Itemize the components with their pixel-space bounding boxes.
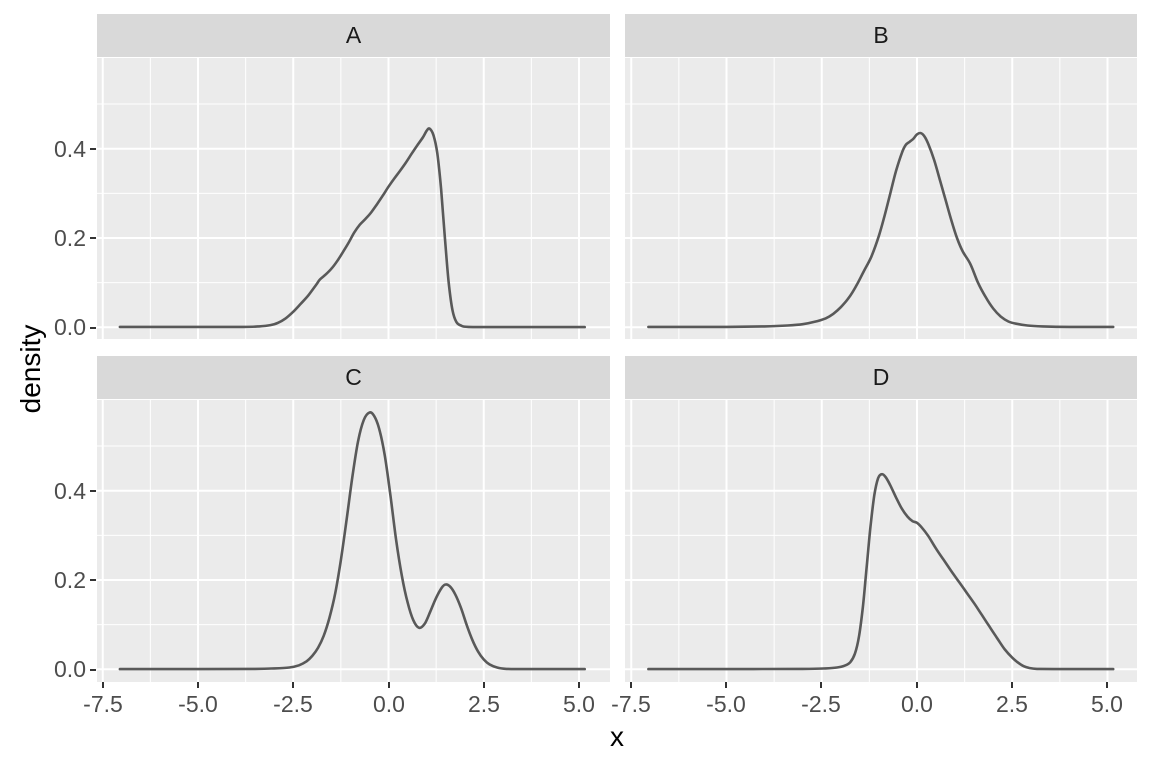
y-tick-label: 0.4 [54, 136, 86, 162]
y-tick-mark [90, 669, 96, 671]
facet-strip-a: A [97, 14, 610, 57]
y-tick-label: 0.2 [54, 567, 86, 593]
x-tick-mark [725, 682, 727, 688]
density-curve [647, 131, 1115, 329]
x-tick-mark [102, 682, 104, 688]
y-tick-mark [90, 148, 96, 150]
density-curve [118, 411, 586, 671]
panel-d [625, 400, 1137, 682]
y-tick-label: 0.0 [54, 314, 86, 340]
x-tick-mark [292, 682, 294, 688]
y-tick-mark [90, 579, 96, 581]
density-curve [647, 472, 1115, 671]
panel-c [97, 400, 610, 682]
x-tick-mark [388, 682, 390, 688]
y-tick-mark [90, 237, 96, 239]
x-tick-label: 0.0 [373, 691, 405, 717]
x-tick-label: 2.5 [996, 691, 1028, 717]
y-tick-mark [90, 490, 96, 492]
x-tick-mark [1011, 682, 1013, 688]
density-plot-b [625, 58, 1137, 339]
x-tick-label: 5.0 [1091, 691, 1123, 717]
facet-label-d: D [872, 364, 890, 390]
y-axis-title: density [15, 324, 46, 414]
x-axis-title: x [610, 721, 624, 752]
facet-label-a: A [345, 22, 362, 48]
x-tick-mark [630, 682, 632, 688]
x-tick-label: -7.5 [611, 691, 651, 717]
y-tick-label: 0.2 [54, 225, 86, 251]
y-tick-mark [90, 327, 96, 329]
density-curve [118, 127, 586, 329]
facet-label-b: B [873, 22, 889, 48]
x-tick-label: -2.5 [801, 691, 841, 717]
x-tick-label: -5.0 [178, 691, 218, 717]
facet-strip-d: D [625, 356, 1137, 399]
y-tick-label: 0.4 [54, 478, 86, 504]
facet-label-c: C [345, 364, 362, 390]
density-plot-a [97, 58, 610, 339]
density-plot-c [97, 400, 610, 682]
x-tick-label: -7.5 [83, 691, 123, 717]
x-tick-mark [483, 682, 485, 688]
facet-strip-c: C [97, 356, 610, 399]
panel-a [97, 58, 610, 339]
x-tick-mark [820, 682, 822, 688]
x-tick-label: 5.0 [563, 691, 595, 717]
x-tick-mark [578, 682, 580, 688]
panel-b [625, 58, 1137, 339]
x-tick-label: 2.5 [468, 691, 500, 717]
x-tick-mark [1106, 682, 1108, 688]
facet-strip-b: B [625, 14, 1137, 57]
x-tick-mark [916, 682, 918, 688]
x-tick-label: -5.0 [706, 691, 746, 717]
x-tick-label: -2.5 [273, 691, 313, 717]
x-tick-mark [197, 682, 199, 688]
y-tick-label: 0.0 [54, 656, 86, 682]
density-plot-d [625, 400, 1137, 682]
x-tick-label: 0.0 [901, 691, 933, 717]
